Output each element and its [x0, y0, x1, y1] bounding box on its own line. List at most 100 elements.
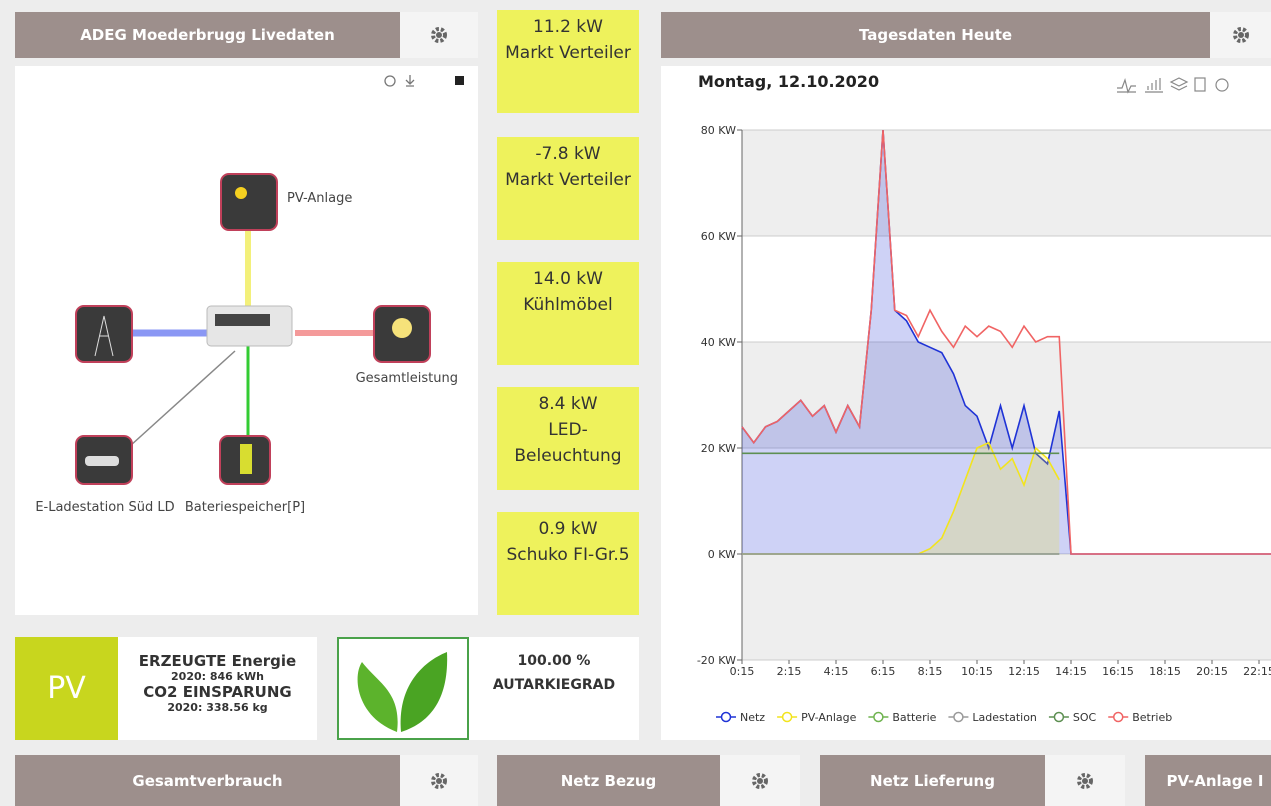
x-tick-label: 12:15 [1008, 665, 1040, 678]
autarkie-value: 100.00 % [517, 653, 591, 669]
chart-panel: Montag, 12.10.2020 -20 KW 0 KW 20 KW 40 KW 6… [661, 66, 1271, 740]
legend-label: Netz [740, 711, 765, 724]
autarkie-label: AUTARKIEGRAD [492, 677, 616, 693]
node-label: PV-Anlage [287, 191, 352, 206]
settings-button[interactable] [720, 755, 800, 806]
series-line [741, 129, 1271, 555]
x-tick-label: 14:15 [1055, 665, 1087, 678]
grid-band [742, 554, 1271, 660]
flow-car [129, 350, 236, 447]
legend-label: Batterie [892, 711, 936, 724]
grid-band [742, 236, 1271, 342]
legend-label: Ladestation [972, 711, 1037, 724]
legend-marker [1112, 711, 1124, 723]
tile-label: LED-Beleuchtung [514, 420, 622, 466]
value-tile: 11.2 kW Markt Verteiler [497, 10, 639, 113]
tile-label: Schuko FI-Gr.5 [506, 545, 630, 565]
value-tile: 0.9 kW Schuko FI-Gr.5 [497, 512, 639, 615]
battery [240, 444, 252, 474]
node-label: Gesamtleistung [356, 371, 458, 386]
tile-label: Kühlmöbel [523, 295, 613, 315]
energy-title: ERZEUGTE Energie [138, 652, 297, 670]
gear-icon [752, 772, 768, 789]
y-tick-label: 60 KW [701, 230, 736, 243]
sun [235, 187, 247, 199]
y-tick-label: 0 KW [708, 548, 736, 561]
y-tick-label: 40 KW [701, 336, 736, 349]
tile-label: Markt Verteiler [505, 43, 631, 63]
toolbar [384, 75, 464, 87]
y-tick-label: -20 KW [697, 654, 736, 667]
tile-label: Markt Verteiler [505, 170, 631, 190]
node-label: E-Ladestation Süd LD [35, 500, 174, 515]
flow-panel: PV-Anlage Gesamtleistung E-Ladestation S… [15, 66, 478, 615]
tile-value: 14.0 kW [533, 269, 603, 289]
energy-text: ERZEUGTE Energie 2020: 846 kWh CO2 EINSP… [118, 652, 317, 714]
pylon [94, 315, 114, 357]
legend-marker [720, 711, 732, 723]
tile-value: 8.4 kW [538, 394, 598, 414]
legend-marker [873, 711, 884, 723]
x-tick-label: 0:15 [730, 665, 755, 678]
x-tick-label: 18:15 [1149, 665, 1181, 678]
car [85, 456, 119, 466]
x-tick-label: 4:15 [824, 665, 849, 678]
value-tile: -7.8 kW Markt Verteiler [497, 137, 639, 240]
x-tick-label: 6:15 [871, 665, 896, 678]
chart-toolbar [1117, 77, 1229, 94]
tab-header[interactable]: Netz Bezug [497, 755, 720, 806]
panel-header: ADEG Moederbrugg Livedaten [15, 12, 400, 58]
settings-button[interactable] [400, 755, 478, 806]
chart-title: Montag, 12.10.2020 [698, 72, 879, 91]
grid-band [742, 130, 1271, 236]
tile-value: -7.8 kW [535, 144, 601, 164]
node-label: Bateriespeicher[P] [185, 500, 305, 515]
gear-icon [1077, 772, 1093, 789]
x-tick-label: 2:15 [777, 665, 802, 678]
bulb [392, 318, 412, 338]
value-tile: 14.0 kW Kühlmöbel [497, 262, 639, 365]
legend-label: SOC [1073, 711, 1097, 724]
value-tile: 8.4 kW LED-Beleuchtung [497, 387, 639, 490]
x-tick-label: 20:15 [1196, 665, 1228, 678]
y-tick-label: 20 KW [701, 442, 736, 455]
series-area [742, 442, 1060, 554]
tab-header[interactable]: Netz Lieferung [820, 755, 1045, 806]
legend-marker [781, 711, 793, 723]
tab-header[interactable]: Gesamtverbrauch [15, 755, 400, 806]
energy-card: PV ERZEUGTE Energie 2020: 846 kWh CO2 EI… [15, 637, 317, 740]
tile-value: 11.2 kW [533, 17, 603, 37]
gear-icon [431, 772, 447, 789]
settings-button[interactable] [1210, 12, 1271, 58]
grid-band [742, 448, 1271, 554]
settings-button[interactable] [1045, 755, 1125, 806]
autarkie-card: 100.00 % AUTARKIEGRAD [337, 637, 639, 740]
x-tick-label: 10:15 [961, 665, 993, 678]
legend-label: PV-Anlage [801, 711, 857, 724]
settings-button[interactable] [400, 12, 478, 58]
legend-marker [1053, 711, 1065, 723]
gear-icon [431, 27, 447, 43]
y-tick-label: 80 KW [701, 124, 736, 137]
tile-value: 0.9 kW [538, 519, 598, 539]
flow-diagram: PV-Anlage Gesamtleistung E-Ladestation S… [35, 75, 464, 515]
x-tick-label: 16:15 [1102, 665, 1134, 678]
legend-marker [953, 711, 964, 723]
x-tick-label: 8:15 [918, 665, 943, 678]
series-area [742, 130, 1271, 554]
grid-band [742, 342, 1271, 448]
energy-value: 2020: 846 kWh [171, 670, 264, 683]
gear-icon [1232, 27, 1249, 43]
inverter-display [215, 314, 270, 326]
chart: Montag, 12.10.2020 -20 KW 0 KW 20 KW 40 KW 6… [697, 72, 1271, 724]
co2-value: 2020: 338.56 kg [167, 701, 268, 714]
legend-label: Betrieb [1132, 711, 1172, 724]
co2-title: CO2 EINSPARUNG [143, 683, 292, 701]
autarkie-text: 100.00 % AUTARKIEGRAD [469, 649, 639, 697]
leaf-icon [337, 637, 469, 740]
tab-header[interactable]: PV-Anlage I [1145, 755, 1271, 806]
x-tick-label: 22:15 [1243, 665, 1271, 678]
pv-badge: PV [15, 637, 118, 740]
panel-header: Tagesdaten Heute [661, 12, 1210, 58]
